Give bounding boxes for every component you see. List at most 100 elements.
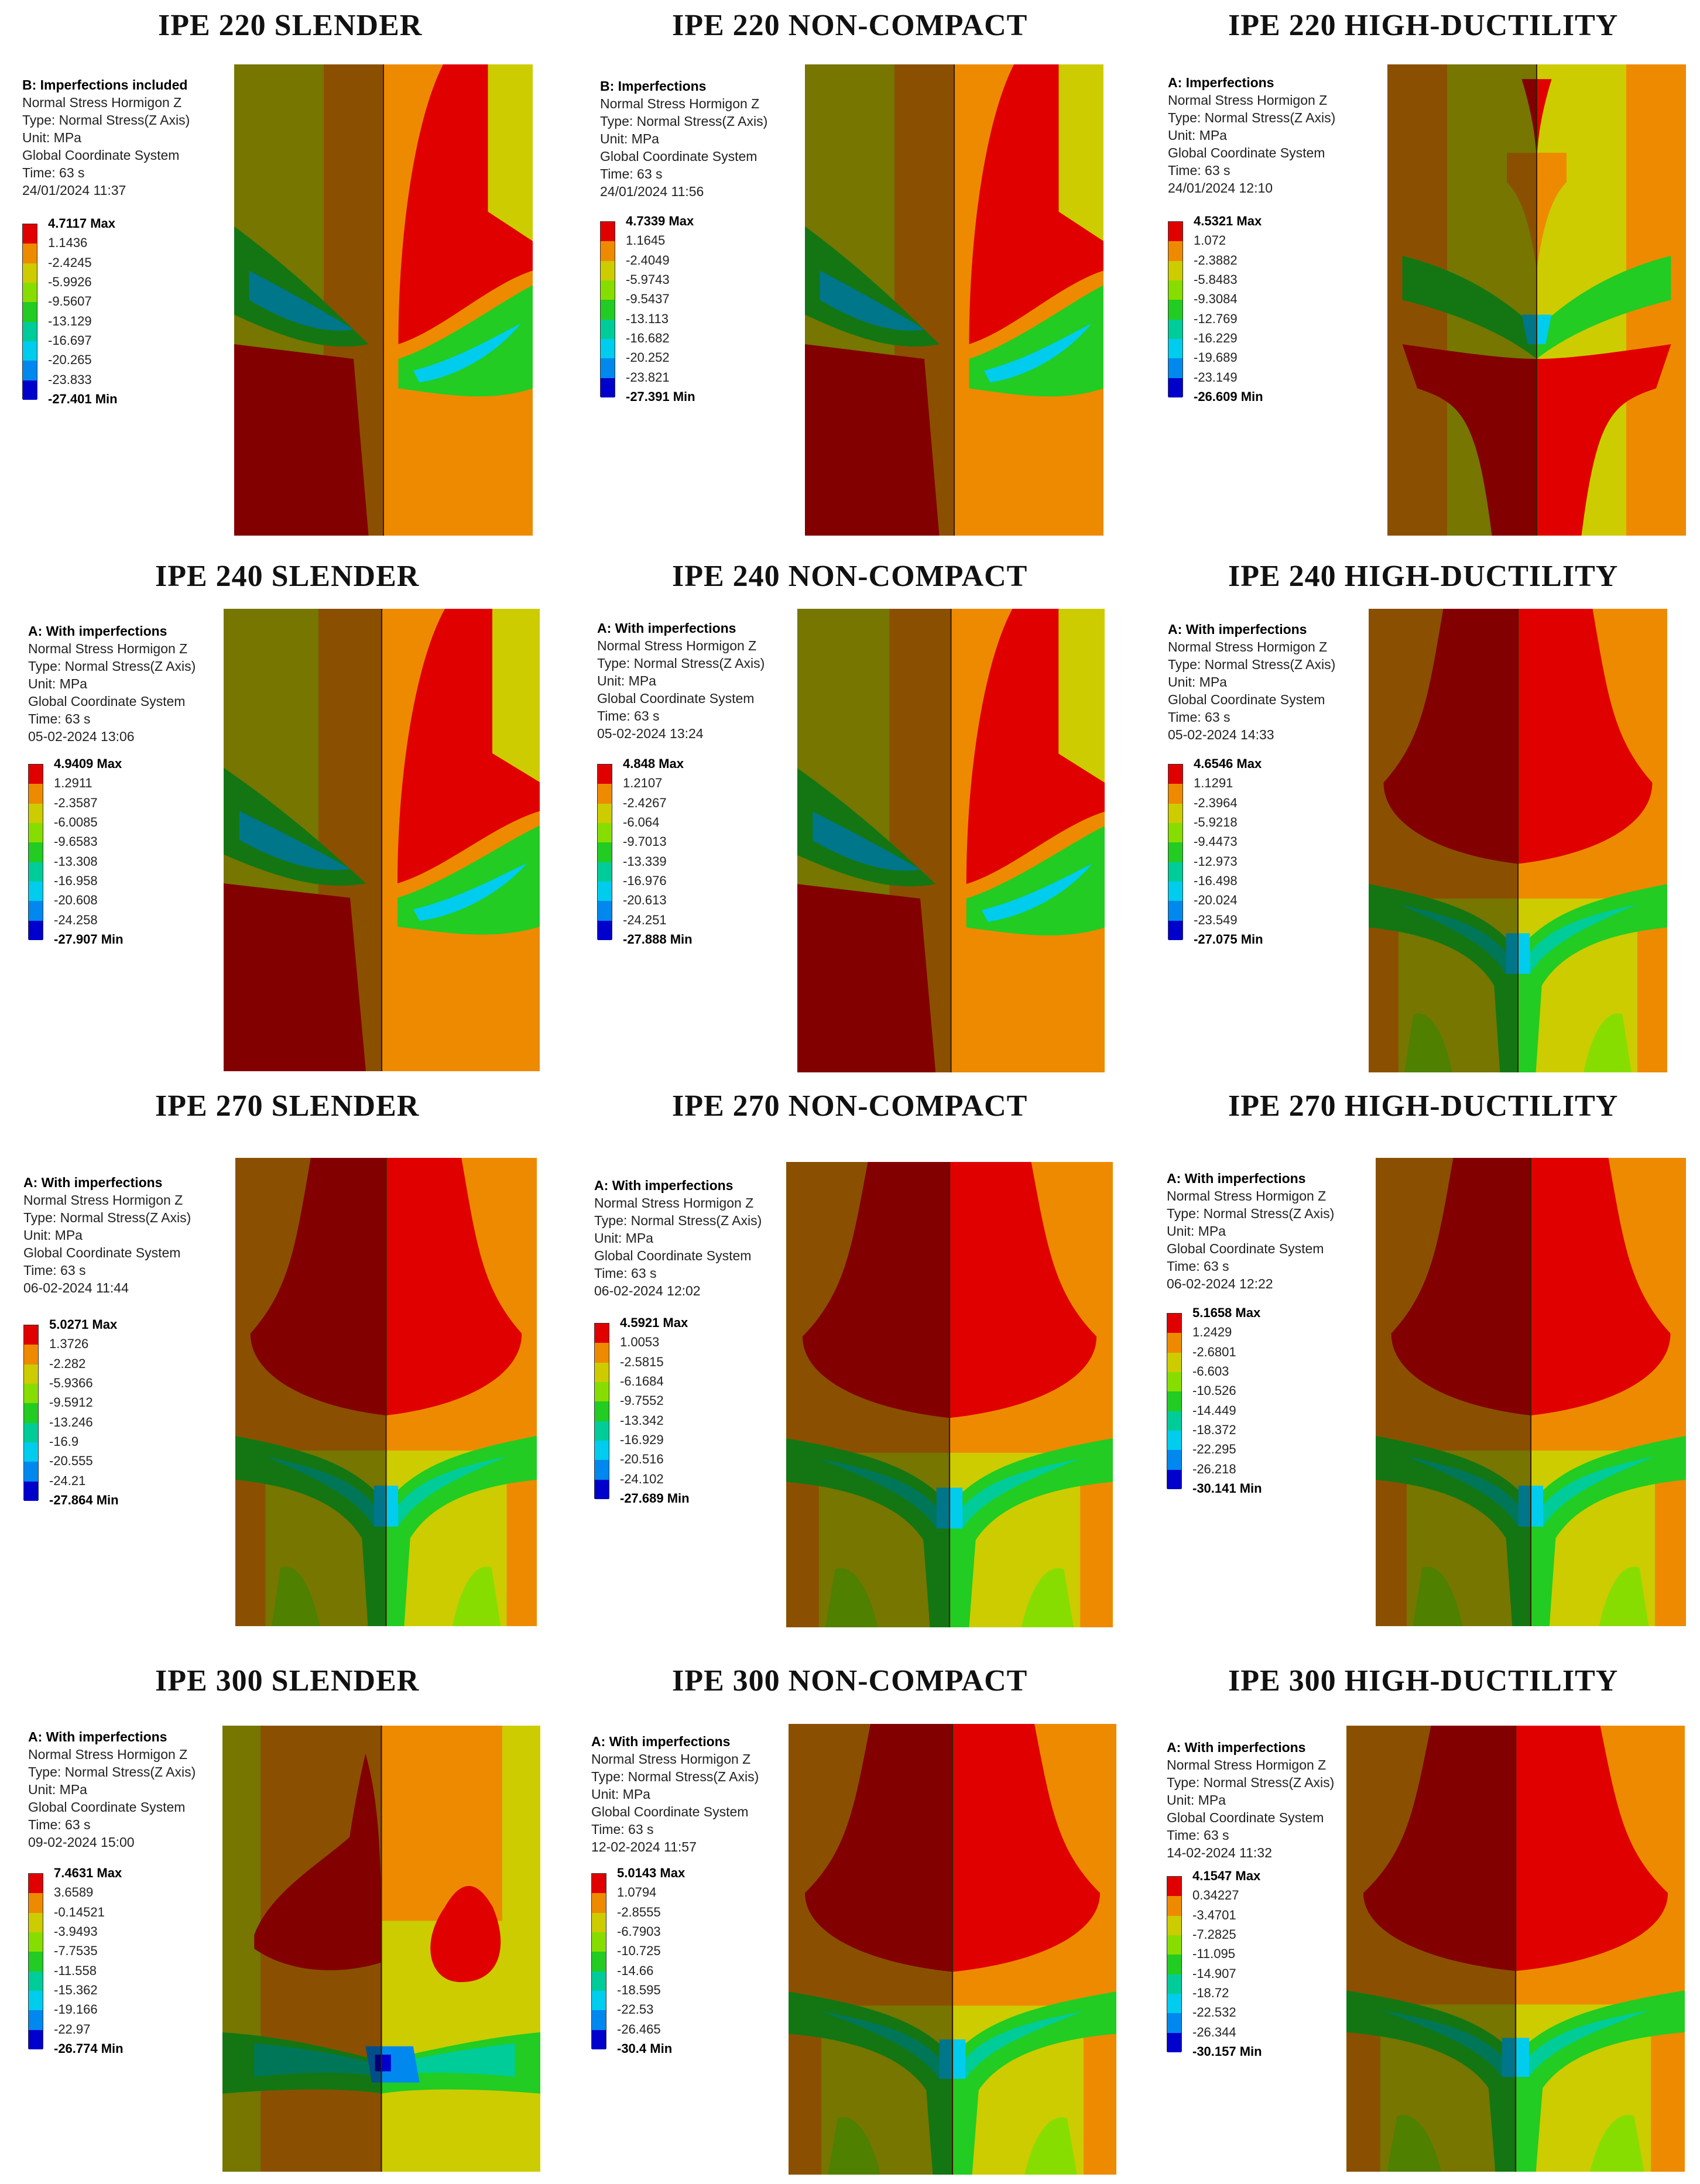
panel-11-info-line: Time: 63 s (1167, 1828, 1229, 1843)
panel-1-legend-colorbar (600, 221, 615, 398)
panel-9-info-line: Time: 63 s (28, 1817, 91, 1832)
panel-8-legend-value: -22.295 (1192, 1442, 1236, 1457)
panel-9-info-line: 09-02-2024 15:00 (28, 1835, 135, 1850)
panel-9-legend-min: -26.774 Min (54, 2041, 124, 2056)
panel-7-info-line: Type: Normal Stress(Z Axis) (594, 1213, 762, 1228)
panel-11-info-line: Global Coordinate System (1167, 1810, 1324, 1825)
panel-8-legend-swatch (1167, 1314, 1181, 1333)
panel-10-legend-value: -14.66 (617, 1963, 654, 1978)
panel-9-legend-value: -19.166 (54, 2002, 98, 2017)
panel-7-color-legend: 4.5921 Max 1.0053 -2.5815 -6.1684 -9.7552 -13… (594, 1316, 770, 1510)
panel-10-legend-swatch (592, 1952, 606, 1972)
panel-10-color-legend: 5.0143 Max 1.0794 -2.8555 -6.7903 -10.725 -14… (591, 1867, 767, 2060)
panel-6-legend-swatch (24, 1325, 38, 1345)
panel-8-legend-value: 1.2429 (1192, 1325, 1232, 1340)
panel-7-legend-value: -20.516 (620, 1452, 664, 1467)
panel-6-legend-colorbar (23, 1325, 39, 1501)
panel-5-legend-value: -16.498 (1194, 873, 1238, 888)
panel-7-stress-contour-plot (786, 1162, 1113, 1627)
panel-10-legend-min: -30.4 Min (617, 2041, 673, 2056)
panel-11-result-name: A: With imperfections (1167, 1740, 1306, 1755)
panel-8-legend-value: -14.449 (1192, 1403, 1236, 1418)
panel-10-legend-value: 1.0794 (617, 1885, 657, 1900)
panel-0-info-block: B: Imperfections included Normal Stress H… (22, 76, 190, 199)
panel-6-info-line: Time: 63 s (23, 1263, 86, 1278)
panel-6-info-line: 06-02-2024 11:44 (23, 1280, 129, 1295)
panel-9-result-name: A: With imperfections (28, 1729, 167, 1744)
panel-1-info-line: Time: 63 s (600, 166, 663, 181)
panel-9-info-block: A: With imperfections Normal Stress Hormi… (28, 1728, 196, 1851)
panel-10-stress-contour-plot (789, 1724, 1116, 2175)
panel-4-legend-swatch (598, 823, 612, 843)
panel-11-legend-swatch (1167, 1877, 1181, 1897)
panel-7-legend-swatch (595, 1421, 609, 1441)
panel-11-legend-value: -11.095 (1192, 1946, 1235, 1962)
panel-4-color-legend: 4.848 Max 1.2107 -2.4267 -6.064 -9.7013 -13.3… (597, 757, 773, 951)
panel-4-legend-value: -13.339 (623, 853, 667, 869)
panel-6-legend-swatch (24, 1481, 38, 1501)
panel-0-color-legend: 4.7117 Max 1.1436 -2.4245 -5.9926 -9.5607 -13… (22, 217, 198, 411)
panel-6-legend-swatch (24, 1403, 38, 1424)
panel-1-color-legend: 4.7339 Max 1.1645 -2.4049 -5.9743 -9.5437 -13… (600, 215, 776, 409)
panel-1-legend-swatch (601, 222, 615, 242)
panel-0-legend-max: 4.7117 Max (48, 216, 115, 231)
panel-3-info-block: A: With imperfections Normal Stress Hormi… (28, 622, 196, 745)
panel-3-legend-swatch (29, 920, 43, 941)
panel-6-legend-value: -13.246 (49, 1414, 93, 1429)
panel-7-info-line: Global Coordinate System (594, 1248, 752, 1263)
panel-1-stress-contour-plot (805, 64, 1103, 536)
panel-11-info-line: Unit: MPa (1167, 1792, 1226, 1808)
panel-4-legend-value: -24.251 (623, 912, 667, 927)
panel-3-info-line: Type: Normal Stress(Z Axis) (28, 659, 196, 674)
panel-9-legend-value: -7.7535 (54, 1943, 98, 1959)
panel-8-info-line: Unit: MPa (1167, 1223, 1226, 1239)
panel-1-legend-value: -9.5437 (626, 292, 670, 307)
panel-0-info-line: Normal Stress Hormigon Z (22, 95, 182, 110)
panel-4-legend-value: -16.976 (623, 873, 667, 888)
panel-11-legend-swatch (1167, 1935, 1181, 1955)
panel-5-info-line: 05-02-2024 14:33 (1168, 727, 1274, 742)
panel-2-info-line: Global Coordinate System (1168, 145, 1325, 160)
panel-5-info-line: Time: 63 s (1168, 709, 1231, 725)
panel-7-legend-swatch (595, 1362, 609, 1383)
panel-6-legend-max: 5.0271 Max (49, 1317, 118, 1332)
panel-5-legend-swatch (1168, 823, 1183, 843)
panel-4-legend-swatch (598, 862, 612, 882)
panel-4-info-line: 05-02-2024 13:24 (597, 726, 704, 741)
panel-10-legend-value: -18.595 (617, 1983, 661, 1997)
panel-7-legend-swatch (595, 1441, 609, 1460)
panel-0-info-line: 24/01/2024 11:37 (22, 183, 126, 198)
panel-8-legend-value: -6.603 (1192, 1364, 1229, 1379)
panel-7-legend-value: -2.5815 (620, 1354, 664, 1369)
panel-9-legend-swatch (29, 1893, 43, 1914)
panel-0-legend-value: -2.4245 (48, 255, 92, 270)
panel-6-legend-value: -16.9 (49, 1434, 79, 1449)
panel-2-legend-value: -5.8483 (1194, 272, 1238, 287)
panel-6-color-legend: 5.0271 Max 1.3726 -2.282 -5.9366 -9.5912 -13.… (23, 1318, 199, 1512)
panel-0-legend-swatch (23, 263, 37, 283)
panel-8-color-legend: 5.1658 Max 1.2429 -2.6801 -6.603 -10.526 -14.… (1167, 1307, 1342, 1500)
panel-8-contour-svg (1376, 1158, 1686, 1626)
panel-4-legend-swatch (598, 920, 612, 941)
panel-8-legend-swatch (1167, 1411, 1181, 1431)
panel-7-legend-value: 1.0053 (620, 1335, 660, 1350)
panel-6-info-line: Normal Stress Hormigon Z (23, 1192, 183, 1208)
panel-10-legend-value: -26.465 (617, 2021, 661, 2036)
panel-7-legend-value: -16.929 (620, 1432, 664, 1447)
panel-4-legend-value: -20.613 (623, 893, 667, 908)
panel-2-info-line: Time: 63 s (1168, 163, 1231, 178)
panel-8-legend-swatch (1167, 1469, 1181, 1490)
panel-5-info-line: Unit: MPa (1168, 674, 1227, 690)
panel-0-legend-value: -5.9926 (48, 275, 92, 289)
panel-1-legend-value: -23.821 (626, 369, 670, 385)
panel-11-legend-swatch (1167, 2013, 1181, 2034)
panel-0-legend-value: -16.697 (48, 333, 92, 348)
panel-5-legend-value: -12.973 (1194, 853, 1238, 869)
panel-5-legend-value: 1.1291 (1194, 776, 1233, 791)
panel-3-legend-value: -6.0085 (54, 815, 98, 829)
panel-2-legend-value: 1.072 (1194, 233, 1226, 248)
panel-5-legend-swatch (1168, 803, 1183, 824)
panel-11-contour-svg (1346, 1726, 1685, 2172)
panel-10-info-line: Normal Stress Hormigon Z (591, 1751, 751, 1767)
panel-10-legend-swatch (592, 1991, 606, 2011)
